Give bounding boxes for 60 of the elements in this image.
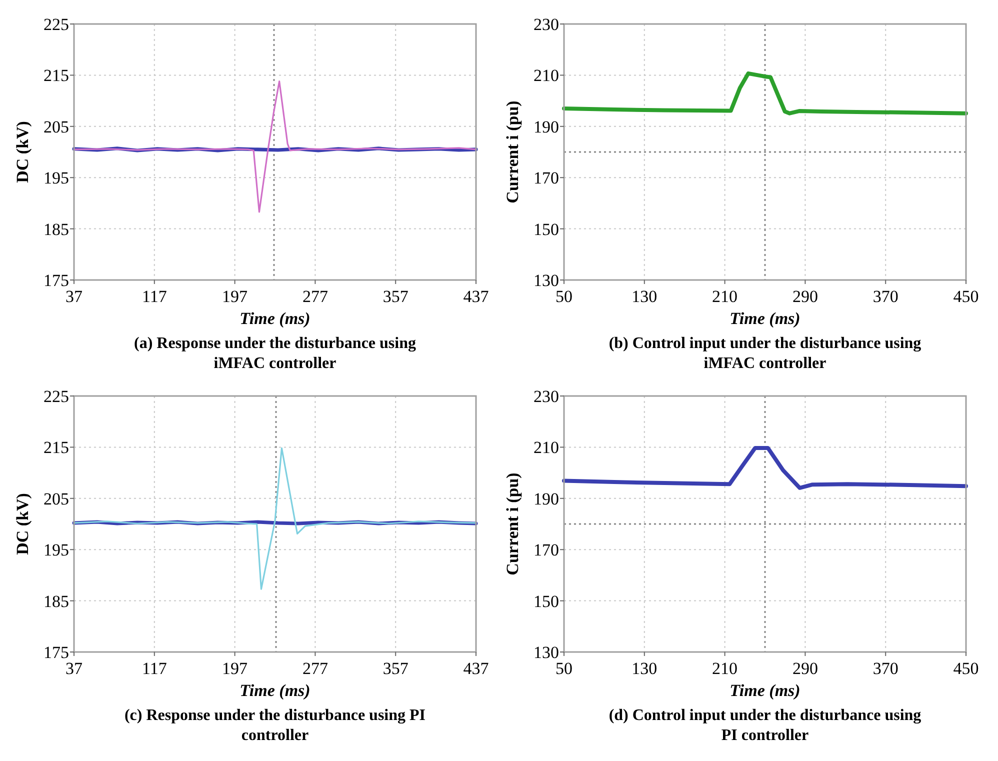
x-tick-label: 450 xyxy=(953,659,979,678)
y-tick-label: 225 xyxy=(44,386,69,406)
x-tick-label: 357 xyxy=(382,287,409,306)
x-tick-label: 277 xyxy=(302,287,328,306)
y-tick-label: 130 xyxy=(534,642,559,662)
x-tick-label: 210 xyxy=(712,287,738,306)
y-tick-label: 175 xyxy=(44,270,69,290)
x-tick-label: 37 xyxy=(66,287,83,306)
y-tick-label: 225 xyxy=(44,14,69,34)
y-tick-label: 230 xyxy=(534,386,559,406)
text: (c) Response under the disturbance using PI controller xyxy=(124,707,426,744)
x-tick-label: 210 xyxy=(712,659,738,678)
x-axis-title: Time (ms) xyxy=(240,309,310,328)
x-tick-label: 437 xyxy=(463,287,490,306)
x-tick-label: 290 xyxy=(792,659,818,678)
x-tick-label: 117 xyxy=(142,287,168,306)
y-tick-label: 210 xyxy=(534,66,559,86)
y-tick-label: 185 xyxy=(44,220,69,239)
x-tick-label: 450 xyxy=(953,287,979,306)
x-tick-label: 50 xyxy=(556,659,572,678)
x-tick-label: 370 xyxy=(872,659,898,678)
x-tick-label: 50 xyxy=(556,287,572,306)
y-tick-label: 150 xyxy=(534,220,559,239)
x-axis-title: Time (ms) xyxy=(240,681,310,700)
y-tick-label: 195 xyxy=(44,168,69,188)
x-tick-label: 437 xyxy=(463,659,490,678)
y-axis-title: DC (kV) xyxy=(13,493,32,555)
text: (a) Response under the disturbance using iMFAC controller xyxy=(134,335,416,372)
x-tick-label: 290 xyxy=(792,287,818,306)
y-tick-label: 150 xyxy=(534,592,559,611)
y-tick-label: 215 xyxy=(44,66,69,86)
y-tick-label: 190 xyxy=(534,117,559,136)
y-tick-label: 170 xyxy=(534,540,559,560)
x-tick-label: 117 xyxy=(142,659,168,678)
x-tick-label: 357 xyxy=(382,659,409,678)
y-tick-label: 185 xyxy=(44,592,69,611)
y-tick-label: 175 xyxy=(44,642,69,662)
y-axis-title: Current i (pu) xyxy=(503,100,522,204)
y-tick-label: 230 xyxy=(534,14,559,34)
y-tick-label: 190 xyxy=(534,489,559,508)
y-tick-label: 215 xyxy=(44,438,69,458)
x-tick-label: 130 xyxy=(632,659,658,678)
x-axis-title: Time (ms) xyxy=(730,309,800,328)
y-tick-label: 170 xyxy=(534,168,559,188)
y-tick-label: 195 xyxy=(44,540,69,560)
x-tick-label: 197 xyxy=(222,287,248,306)
y-tick-label: 205 xyxy=(44,489,69,508)
x-tick-label: 277 xyxy=(302,659,328,678)
y-tick-label: 130 xyxy=(534,270,559,290)
x-tick-label: 130 xyxy=(632,287,658,306)
x-axis-title: Time (ms) xyxy=(730,681,800,700)
y-tick-label: 210 xyxy=(534,438,559,458)
y-axis-title: Current i (pu) xyxy=(503,472,522,576)
x-tick-label: 197 xyxy=(222,659,248,678)
y-tick-label: 205 xyxy=(44,117,69,136)
y-axis-title: DC (kV) xyxy=(13,121,32,183)
text: (b) Control input under the disturbance using iMFAC controller xyxy=(608,335,922,372)
x-tick-label: 370 xyxy=(872,287,898,306)
text: (d) Control input under the disturbance using PI controller xyxy=(608,707,922,744)
x-tick-label: 37 xyxy=(66,659,83,678)
